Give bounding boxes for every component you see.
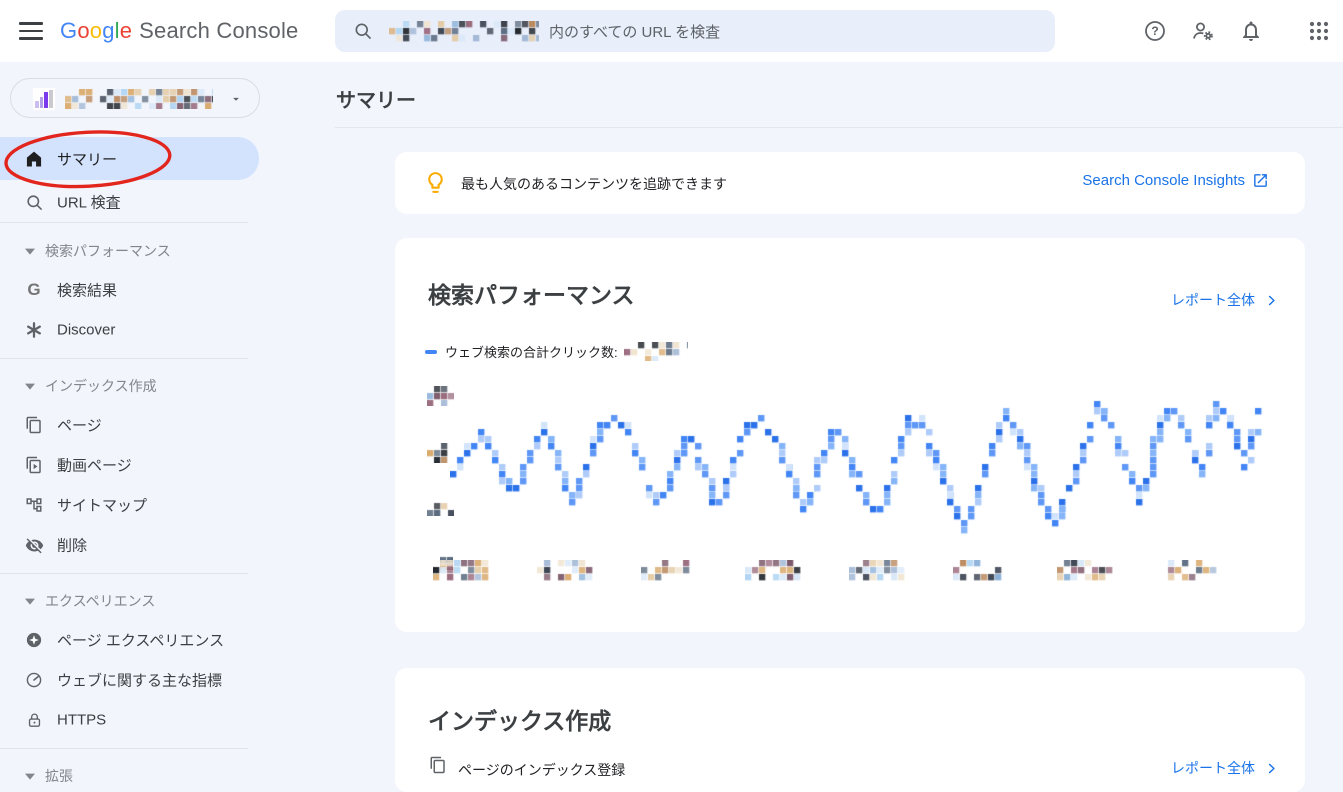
pages-icon: [429, 756, 447, 779]
chart-legend: ウェブ検索の合計クリック数:: [425, 342, 688, 361]
section-indexing[interactable]: インデックス作成: [0, 367, 259, 405]
sidebar-item-search-results[interactable]: G 検索結果: [0, 270, 259, 310]
sidebar-item-sitemaps[interactable]: サイトマップ: [0, 485, 259, 525]
app-logo[interactable]: Google Search Console: [60, 0, 299, 62]
redacted-x-axis-date: [1057, 560, 1113, 581]
google-g-icon: G: [27, 280, 41, 299]
video-pages-icon: [24, 455, 44, 475]
google-apps-grid-icon[interactable]: [1306, 18, 1332, 44]
user-settings-icon[interactable]: [1190, 18, 1216, 44]
section-search-performance[interactable]: 検索パフォーマンス: [0, 232, 259, 270]
redacted-x-axis-date: [641, 560, 697, 581]
caret-down-icon: [25, 773, 35, 780]
page-title: サマリー: [336, 90, 416, 112]
divider: [0, 573, 248, 574]
legend-label: ウェブ検索の合計クリック数:: [445, 345, 618, 360]
banner-message: 最も人気のあるコンテンツを追跡できます: [461, 176, 727, 192]
property-favicon: [33, 88, 55, 110]
svg-text:?: ?: [1151, 24, 1158, 38]
sidebar-item-core-web-vitals[interactable]: ウェブに関する主な指標: [0, 660, 259, 700]
search-icon: [24, 192, 44, 212]
chevron-right-icon: [1268, 763, 1275, 773]
redacted-x-axis-date: [433, 560, 489, 581]
performance-line-chart: [450, 380, 1265, 545]
search-placeholder: 内のすべての URL を検査: [549, 23, 721, 41]
discover-asterisk-icon: [24, 320, 44, 340]
lock-icon: [24, 710, 44, 730]
sidebar-item-removals[interactable]: 削除: [0, 525, 259, 565]
redacted-x-axis-date: [745, 560, 801, 581]
sidebar-item-page-experience[interactable]: ページ エクスペリエンス: [0, 620, 259, 660]
sidebar-item-url-inspection[interactable]: URL 検査: [0, 182, 259, 222]
redacted-y-axis-label: [427, 443, 454, 463]
sitemap-tree-icon: [24, 495, 44, 515]
home-icon: [24, 149, 44, 169]
divider: [335, 127, 1343, 128]
notifications-bell-icon[interactable]: [1238, 18, 1264, 44]
redacted-property-name: [65, 89, 213, 109]
section-enhancements[interactable]: 拡張: [0, 757, 259, 792]
search-performance-card: 検索パフォーマンス レポート全体 ウェブ検索の合計クリック数:: [395, 238, 1305, 632]
app-logo-label: Search Console: [139, 18, 299, 43]
chevron-right-icon: [1268, 295, 1275, 305]
pages-icon: [24, 415, 44, 435]
sidebar-item-discover[interactable]: Discover: [0, 310, 259, 350]
sidebar-item-https[interactable]: HTTPS: [0, 700, 259, 740]
google-wordmark: Google: [60, 18, 133, 43]
redacted-x-axis-date: [849, 560, 905, 581]
indexing-full-report-link[interactable]: レポート全体: [1171, 758, 1278, 778]
top-app-bar: Google Search Console 内のすべての URL を検査 ?: [0, 0, 1343, 62]
sidebar-item-video-pages[interactable]: 動画ページ: [0, 445, 259, 485]
redacted-property-url: [389, 20, 539, 42]
insights-banner: 最も人気のあるコンテンツを追跡できます Search Console Insig…: [395, 152, 1305, 214]
divider: [0, 222, 248, 223]
card-title: 検索パフォーマンス: [428, 282, 635, 308]
sidebar-item-pages[interactable]: ページ: [0, 405, 259, 445]
gauge-icon: [24, 670, 44, 690]
chevron-down-icon: [233, 97, 239, 101]
caret-down-icon: [25, 383, 35, 390]
redacted-x-axis-date: [1161, 560, 1217, 581]
indexing-card: インデックス作成 ページのインデックス登録 レポート全体: [395, 668, 1305, 792]
property-selector[interactable]: [10, 78, 260, 118]
sidebar-navigation: サマリー URL 検査 検索パフォーマンス G 検索結果 Discover イン…: [0, 62, 260, 792]
redacted-x-axis-date: [953, 560, 1009, 581]
performance-chart-area: [450, 380, 1265, 550]
redacted-y-axis-label: [427, 386, 454, 406]
section-experience[interactable]: エクスペリエンス: [0, 582, 259, 620]
sidebar-item-summary[interactable]: サマリー: [0, 137, 259, 180]
redacted-x-axis-date: [537, 560, 593, 581]
caret-down-icon: [25, 598, 35, 605]
url-inspection-searchbar[interactable]: 内のすべての URL を検査: [335, 10, 1055, 52]
lightbulb-icon: [423, 170, 448, 200]
external-link-icon: [1254, 174, 1267, 187]
legend-series-marker: [425, 349, 437, 354]
redacted-clicks-total: [623, 342, 688, 361]
divider: [0, 358, 248, 359]
card-title: インデックス作成: [428, 708, 612, 734]
caret-down-icon: [25, 248, 35, 255]
hamburger-menu-icon[interactable]: [17, 17, 45, 45]
performance-full-report-link[interactable]: レポート全体: [1171, 290, 1278, 310]
search-console-insights-link[interactable]: Search Console Insights: [1082, 172, 1269, 189]
search-icon: [355, 23, 372, 40]
divider: [0, 748, 248, 749]
main-content: サマリー 最も人気のあるコンテンツを追跡できます Search Console …: [259, 62, 1343, 792]
page-indexing-row-label: ページのインデックス登録: [458, 762, 626, 778]
page-experience-star-icon: [24, 630, 44, 650]
help-icon[interactable]: ?: [1142, 18, 1168, 44]
eye-off-icon: [24, 535, 44, 555]
redacted-y-axis-label: [427, 496, 454, 516]
